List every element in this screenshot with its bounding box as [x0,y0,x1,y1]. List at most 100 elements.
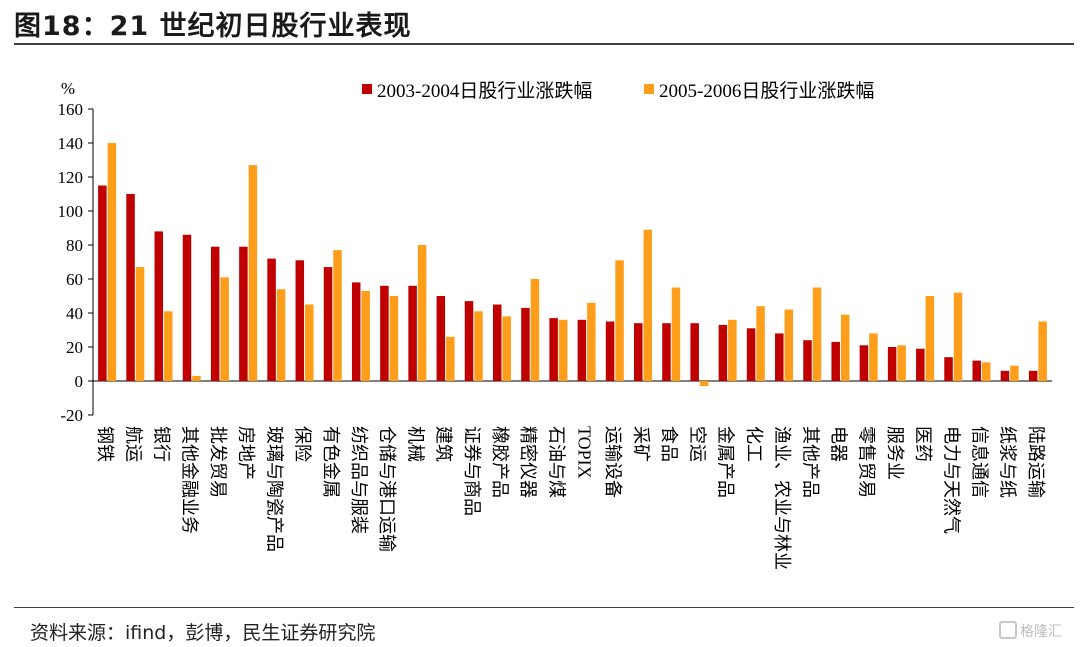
x-category-label: 精密仪器 [518,426,538,498]
bar-2005-2006 [869,333,878,381]
x-category-label: 仓储与港口运输 [377,426,397,552]
bar-2005-2006 [361,290,370,381]
x-category-label: 建筑 [434,426,454,462]
bar-2003-2004 [803,340,812,381]
bar-2005-2006 [840,314,850,381]
bar-2003-2004 [182,234,192,381]
x-category-label: 房地产 [236,426,256,480]
bar-2003-2004 [972,360,981,381]
bar-2003-2004 [436,296,446,381]
figure-title: 图18：21 世纪初日股行业表现 [14,11,412,42]
bar-2005-2006 [756,306,765,381]
x-category-label: 电力与天然气 [941,426,961,534]
x-category-label: 纺织品与服装 [349,426,369,534]
y-unit-label: % [61,79,75,98]
bar-2005-2006 [671,287,681,381]
x-category-label: 证券与商品 [462,426,482,516]
x-category-label: 有色金属 [321,426,341,498]
bar-2005-2006 [474,311,483,381]
bar-2005-2006 [502,316,511,381]
bar-2005-2006 [1038,321,1047,381]
bar-2003-2004 [380,285,389,381]
bar-2005-2006 [643,229,653,381]
bar-2003-2004 [944,357,953,381]
bar-2003-2004 [492,304,502,381]
bar-2003-2004 [126,194,135,381]
watermark: 格隆汇 [999,621,1062,641]
x-category-label: TOPIX [575,426,595,479]
bar-2003-2004 [239,246,248,381]
bar-chart: 160 140 120 100 80 60 40 20 0 -20% 钢铁 航运 银行 其他金融业务 批发… [58,79,1052,570]
bar-2003-2004 [718,324,728,381]
bar-2003-2004 [831,341,840,381]
bar-2005-2006 [135,267,145,381]
bar-2005-2006 [164,311,173,381]
x-category-label: 批发贸易 [208,426,228,498]
bar-2003-2004 [351,282,361,381]
bar-2005-2006 [1010,365,1019,381]
legend-label: 2005-2006日股行业涨跌幅 [659,80,874,102]
bar-2003-2004 [634,323,643,381]
x-category-label: 运输设备 [603,426,623,498]
x-category-label: 玻璃与陶瓷产品 [264,426,284,552]
y-tick-label: 160 [58,100,84,119]
chart-labels: 钢铁 航运 银行 其他金融业务 批发贸易 房地产 玻璃与陶瓷产品 保险 有色金属 纺织品与服装 仓储… [95,426,1046,570]
x-category-label: 信息通信 [969,426,989,498]
source-note: 资料来源：ifind，彭博，民生证券研究院 [30,622,376,644]
x-category-label: 钢铁 [95,426,115,462]
bar-2005-2006 [417,245,427,381]
y-tick-label: 60 [66,270,83,289]
x-category-label: 石油与煤 [546,426,566,498]
bar-2005-2006 [699,381,709,387]
x-category-label: 金属产品 [716,426,736,498]
watermark-logo-icon [999,621,1017,639]
bar-2003-2004 [210,246,220,381]
bar-2005-2006 [587,302,596,381]
bar-2003-2004 [859,345,869,381]
source-rule [14,607,1074,608]
bar-2005-2006 [784,309,794,381]
legend-swatch [644,84,654,94]
bar-2005-2006 [446,336,455,381]
bar-2003-2004 [154,231,164,381]
y-tick-label: 20 [66,338,83,357]
bar-2005-2006 [530,279,540,381]
x-category-label: 医药 [913,426,933,462]
watermark-text: 格隆汇 [1020,624,1062,640]
legend-swatch [362,84,372,94]
bar-2005-2006 [192,375,201,381]
bar-2005-2006 [897,345,906,381]
y-tick-label: 40 [66,304,83,323]
title-rule [14,43,1074,45]
x-category-label: 机械 [405,426,425,462]
bar-2003-2004 [98,185,107,381]
chart-axes: 160 140 120 100 80 60 40 20 0 -20% [58,79,1052,425]
x-category-label: 渔业、农业与林业 [772,426,792,570]
x-category-label: 食品 [659,426,679,462]
chart-legend: 2003-2004日股行业涨跌幅 2005-2006日股行业涨跌幅 [362,80,874,102]
x-category-label: 服务业 [885,426,905,480]
bar-2003-2004 [690,323,699,381]
x-category-label: 陆路运输 [1026,426,1046,498]
bar-2003-2004 [295,260,305,381]
bar-2005-2006 [305,304,314,381]
bar-2003-2004 [549,318,558,381]
bar-2005-2006 [981,362,991,381]
bar-2005-2006 [953,292,963,381]
bar-2003-2004 [916,348,925,381]
x-category-label: 电器 [828,426,848,462]
y-tick-label: -20 [60,406,83,425]
x-category-label: 航运 [123,426,143,462]
bar-2005-2006 [220,277,229,381]
bar-2003-2004 [577,319,587,381]
bar-2003-2004 [746,328,756,381]
bar-2003-2004 [887,347,897,381]
bar-2003-2004 [605,321,615,381]
bar-2005-2006 [558,319,568,381]
x-category-label: 保险 [293,426,313,462]
bar-2005-2006 [389,296,399,381]
x-category-label: 其他产品 [800,426,820,498]
bar-2005-2006 [925,296,935,381]
bar-2005-2006 [333,250,342,381]
bar-2005-2006 [107,143,117,381]
